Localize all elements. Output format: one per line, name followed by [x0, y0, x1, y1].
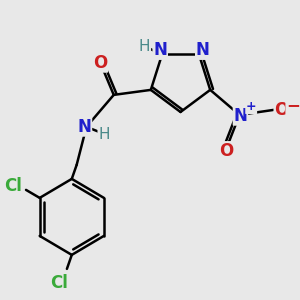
Text: N: N	[77, 118, 92, 136]
Text: H: H	[139, 39, 150, 54]
Text: Cl: Cl	[50, 274, 68, 292]
Text: −: −	[286, 96, 300, 114]
Text: O: O	[93, 54, 107, 72]
Text: H: H	[98, 128, 110, 142]
Text: +: +	[246, 100, 256, 113]
Text: N: N	[196, 41, 210, 59]
Text: N: N	[233, 107, 248, 125]
Text: Cl: Cl	[4, 177, 22, 195]
Text: O: O	[219, 142, 233, 160]
Text: O: O	[274, 101, 289, 119]
Text: N: N	[153, 41, 167, 59]
